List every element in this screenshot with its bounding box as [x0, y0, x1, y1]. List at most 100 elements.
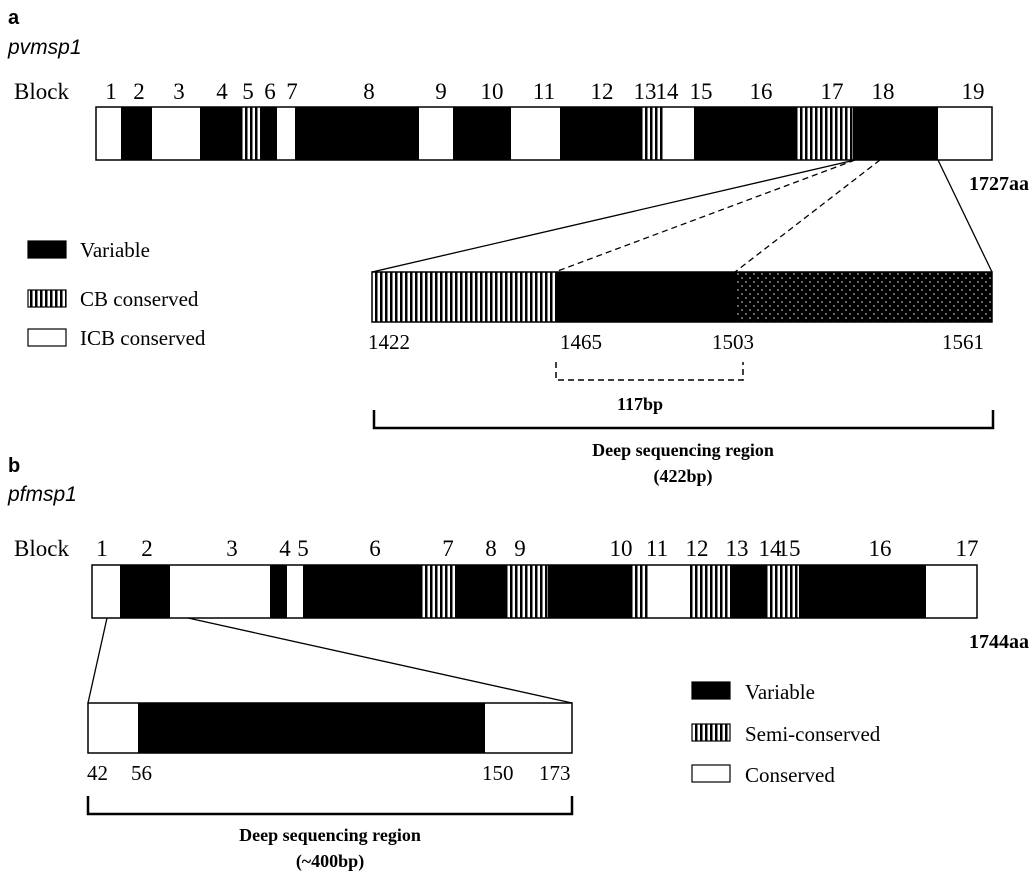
- panel-a-block-number-7: 7: [286, 79, 298, 104]
- panel-a-legend: Variable CB conserved ICB conserved: [27, 238, 206, 350]
- panel-b-block-7-semi: [421, 565, 455, 618]
- panel-a-block-17-cb: [797, 107, 853, 160]
- zoom-bar-outline: [371, 271, 993, 323]
- panel-a-zoom-connector-dashed-1: [554, 159, 856, 273]
- zoom-position-4: 1561: [942, 330, 984, 354]
- panel-a-zoom-bar: [371, 271, 993, 323]
- zoom-position-1: 1422: [368, 330, 410, 354]
- dashed-span-bracket: [555, 362, 744, 381]
- panel-b-block-3-conserved: [170, 565, 270, 618]
- panel-b-region-bracket: [86, 796, 574, 816]
- panel-b-block-number-11: 11: [646, 536, 668, 561]
- dashed-span-label: 117bp: [617, 394, 663, 414]
- legend-a-cb-label: CB conserved: [80, 287, 199, 311]
- panel-b-block-14-variable: [731, 565, 765, 618]
- panel-b-bar-outline: [91, 564, 978, 619]
- panel-b-block-15-semi: [765, 565, 799, 618]
- panel-b-block-number-3: 3: [226, 536, 238, 561]
- panel-a-block-number-11: 11: [533, 79, 555, 104]
- panel-a-block-13-cb: [640, 107, 663, 160]
- panel-a-block-9-conserved: [419, 107, 453, 160]
- panel-a-block-7-conserved: [277, 107, 295, 160]
- panel-b-block-number-17: 17: [956, 536, 979, 561]
- legend-a-cb-swatch: [27, 289, 67, 308]
- panel-b-block-number-1: 1: [96, 536, 108, 561]
- panel-a-block-1-conserved: [96, 107, 121, 160]
- panel-b-block-number-6: 6: [369, 536, 381, 561]
- panel-a-block-12-variable: [560, 107, 640, 160]
- panel-a-block-4-variable: [200, 107, 240, 160]
- panel-a-block-5-cb: [240, 107, 262, 160]
- panel-b-block-number-5: 5: [297, 536, 309, 561]
- panel-a-gene-bar: [95, 106, 993, 161]
- panel-a-region-bracket: [372, 410, 995, 430]
- panel-b-block-6-variable: [303, 565, 421, 618]
- zoom-b-position-2: 56: [131, 761, 152, 785]
- panel-a-block-number-6: 6: [264, 79, 276, 104]
- panel-a-block-8-variable: [295, 107, 419, 160]
- panel-b-block-4-variable: [270, 565, 287, 618]
- panel-b-block-17-conserved: [926, 565, 977, 618]
- legend-b-variable-label: Variable: [745, 680, 815, 704]
- panel-b-block-number-2: 2: [141, 536, 153, 561]
- panel-a-block-3-conserved: [152, 107, 200, 160]
- panel-a-block-word: Block: [14, 79, 69, 104]
- panel-b-block-number-14: 14: [759, 536, 783, 561]
- panel-a-block-number-14: 14: [656, 79, 680, 104]
- panel-b-block-number-10: 10: [610, 536, 633, 561]
- panel-a-block-11-conserved: [511, 107, 560, 160]
- zoom-segment-cb-conserved: [372, 272, 556, 322]
- panel-a-block-15-variable: [694, 107, 765, 160]
- zoom-b-segment-conserved-right: [485, 703, 572, 753]
- legend-b-semi-label: Semi-conserved: [745, 722, 881, 746]
- panel-b-legend: Variable Semi-conserved Conserved: [691, 680, 881, 787]
- panel-b-block-number-4: 4: [279, 536, 291, 561]
- zoom-b-position-3: 150: [482, 761, 514, 785]
- legend-a-variable-label: Variable: [80, 238, 150, 262]
- panel-b-region-title: Deep sequencing region: [239, 825, 421, 845]
- zoom-b-position-1: 42: [87, 761, 108, 785]
- panel-a: a pvmsp1 Block 1 2 3 4 5 6 7 8 9 10 11 12 13 14 15 16 17…: [7, 7, 1029, 487]
- zoom-position-3: 1503: [712, 330, 754, 354]
- panel-a-block-number-2: 2: [133, 79, 145, 104]
- panel-a-block-14-conserved: [663, 107, 694, 160]
- panel-a-block-number-16: 16: [750, 79, 773, 104]
- legend-a-icb-label: ICB conserved: [80, 326, 206, 350]
- panel-a-zoom-connector-left: [371, 159, 856, 273]
- panel-b-block-number-7: 7: [442, 536, 454, 561]
- zoom-b-segment-variable: [138, 703, 485, 753]
- panel-a-block-19-conserved: [938, 107, 992, 160]
- panel-b-block-word: Block: [14, 536, 69, 561]
- panel-a-block-number-3: 3: [173, 79, 185, 104]
- panel-a-block-number-19: 19: [962, 79, 985, 104]
- panel-a-block-number-13: 13: [634, 79, 657, 104]
- panel-b-length-label: 1744aa: [969, 631, 1029, 653]
- panel-a-block-number-10: 10: [481, 79, 504, 104]
- panel-b-block-number-16: 16: [869, 536, 892, 561]
- panel-a-block-number-17: 17: [821, 79, 844, 104]
- legend-a-icb-swatch: [27, 328, 67, 347]
- panel-b-block-13-semi: [688, 565, 731, 618]
- panel-a-block-number-18: 18: [872, 79, 895, 104]
- panel-a-block-numbers: 1 2 3 4 5 6 7 8 9 10 11 12 13 14 15 16 17 18 19: [105, 79, 984, 104]
- panel-a-block-number-12: 12: [591, 79, 614, 104]
- panel-b-label: b: [8, 455, 20, 477]
- panel-a-block-18-variable: [853, 107, 938, 160]
- panel-a-gene-name: pvmsp1: [7, 36, 82, 59]
- panel-b-zoom-connector-right: [187, 617, 573, 704]
- panel-a-block-number-8: 8: [363, 79, 375, 104]
- zoom-b-bar-outline: [87, 702, 573, 754]
- panel-a-region-size: (422bp): [653, 466, 712, 487]
- panel-a-block-number-5: 5: [242, 79, 254, 104]
- zoom-position-2: 1465: [560, 330, 602, 354]
- zoom-b-position-4: 173: [539, 761, 571, 785]
- panel-b-zoom-connector-left: [87, 617, 108, 704]
- panel-a-block-number-4: 4: [216, 79, 228, 104]
- panel-a-block-10-variable: [453, 107, 511, 160]
- panel-a-region-title: Deep sequencing region: [592, 440, 774, 460]
- panel-b-block-number-13: 13: [726, 536, 749, 561]
- panel-b-block-number-8: 8: [485, 536, 497, 561]
